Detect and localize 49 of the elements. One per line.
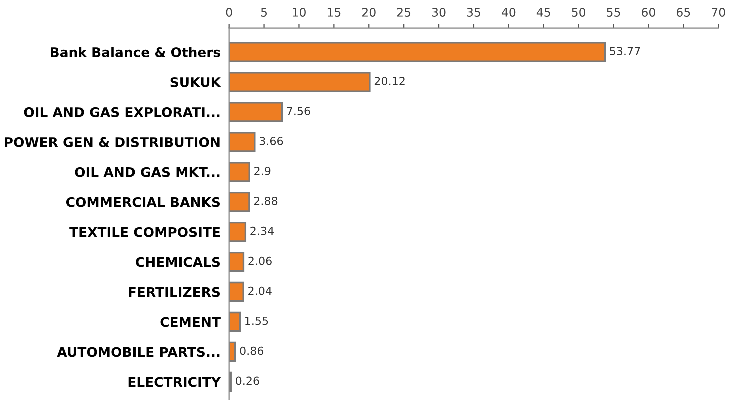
x-tick-label: 20 [362,8,376,17]
x-tick-label: 30 [432,8,446,17]
bar [229,252,245,272]
y-tick-label: AUTOMOBILE PARTS... [57,347,220,358]
x-tick-label: 25 [397,8,411,17]
data-label: 53.77 [610,47,640,56]
y-tick-label: TEXTILE COMPOSITE [70,227,220,238]
bar [229,282,244,302]
y-tick-label: POWER GEN & DISTRIBUTION [5,137,220,148]
x-tick-label: 15 [328,8,341,17]
data-label: 7.56 [287,107,310,116]
y-tick-label: COMMERCIAL BANKS [66,197,220,208]
x-tick-label: 50 [572,8,586,17]
y-tick-label: OIL AND GAS EXPLORATI... [24,107,220,118]
y-tick-label: SUKUK [170,77,222,88]
data-label: 2.9 [254,166,271,176]
data-label: 2.34 [250,226,274,236]
x-tick-label: 0 [226,8,232,17]
bar [229,72,371,92]
y-tick-label: CHEMICALS [136,257,220,268]
x-tick-label: 40 [502,8,516,17]
bar [229,312,241,332]
bar [229,132,256,152]
y-tick-label: Bank Balance & Others [51,47,220,58]
bar [229,192,250,212]
bar [229,162,250,182]
x-tick-label: 45 [536,8,550,17]
y-tick-label: FERTILIZERS [129,287,220,298]
x-tick-label: 55 [607,8,620,17]
data-label: 2.04 [248,286,272,296]
data-label: 2.88 [254,196,278,206]
y-tick-label: OIL AND GAS MKT... [75,167,220,178]
x-tick-label: 5 [261,8,267,17]
data-label: 3.66 [260,137,284,146]
data-label: 2.06 [248,256,272,266]
data-label: 1.55 [246,316,268,326]
bar [229,222,247,242]
data-label: 20.12 [374,77,405,86]
x-tick-label: 70 [712,8,726,17]
x-tick-label: 60 [642,8,656,17]
x-tick-label: 10 [293,8,306,17]
bar [229,42,606,62]
bar [229,102,284,122]
x-tick-label: 35 [467,8,480,17]
data-label: 0.86 [240,346,264,356]
y-tick-label: CEMENT [160,317,221,328]
data-label: 0.26 [236,376,260,386]
y-tick-label: ELECTRICITY [128,377,222,388]
x-tick-label: 65 [676,8,690,17]
